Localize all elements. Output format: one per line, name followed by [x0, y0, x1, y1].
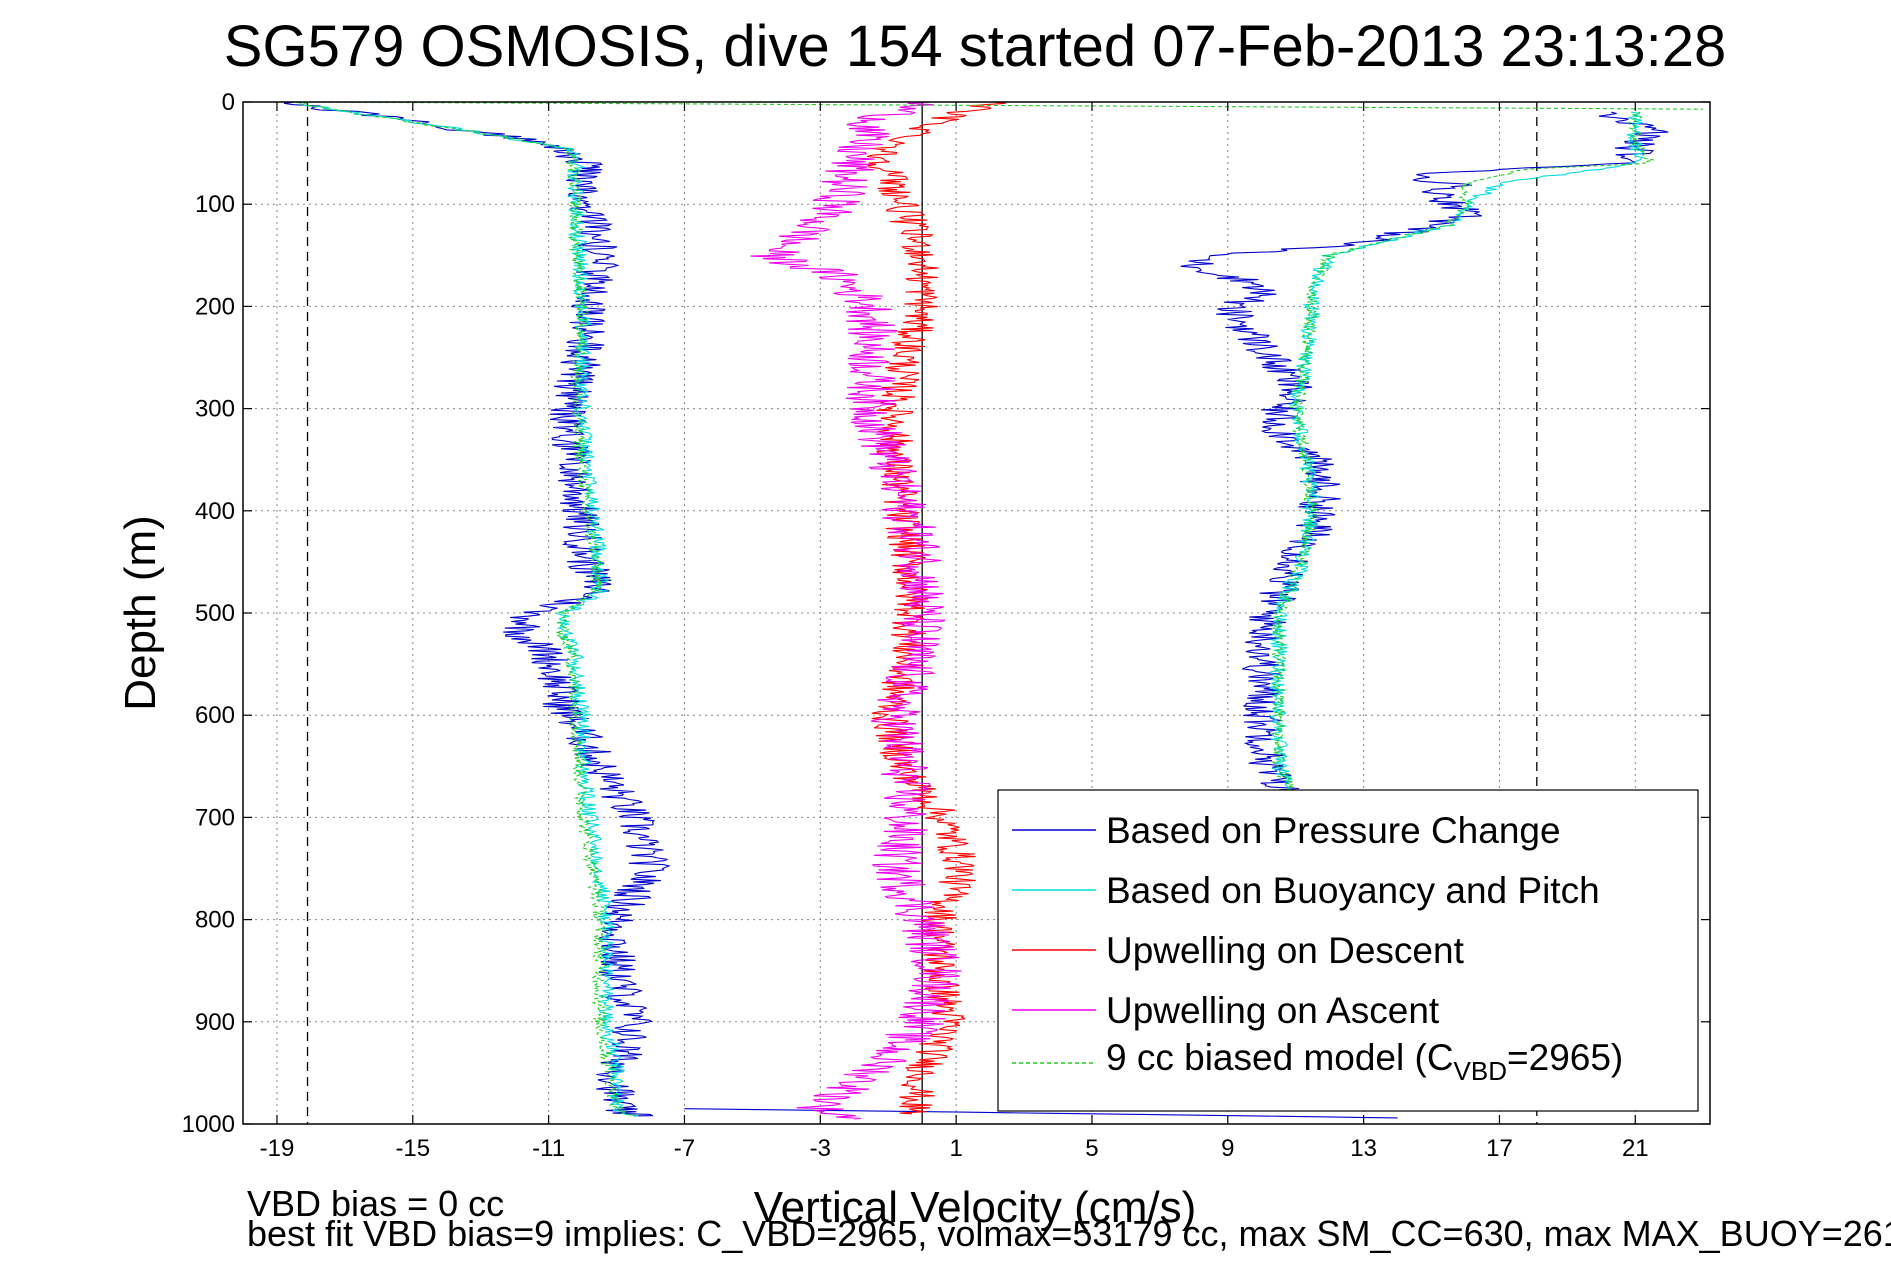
y-tick-label: 0 — [222, 89, 235, 116]
grid — [243, 101, 1710, 1125]
legend: Based on Pressure Change Based on Buoyanc… — [997, 789, 1699, 1112]
y-axis-label: Depth (m) — [116, 515, 165, 711]
series-line-1 — [297, 101, 639, 1117]
x-axis-ticks: -19 -15 -11 -7 -3 1 5 9 13 17 21 — [260, 102, 1649, 1162]
legend-box — [997, 789, 1699, 1112]
vbd-bias-note: VBD bias = 0 cc — [247, 1183, 504, 1224]
y-tick-label: 600 — [195, 702, 235, 729]
legend-label: Upwelling on Ascent — [1106, 990, 1440, 1031]
series-line-1 — [1268, 111, 1645, 798]
x-tick-label: 17 — [1486, 1135, 1513, 1162]
x-tick-label: 9 — [1221, 1135, 1234, 1162]
y-tick-label: 400 — [195, 498, 235, 525]
x-tick-label: -15 — [395, 1135, 430, 1162]
legend-label: Based on Buoyancy and Pitch — [1106, 870, 1600, 911]
y-tick-label: 500 — [195, 600, 235, 627]
x-tick-label: -11 — [532, 1135, 565, 1162]
series-line-0 — [684, 1108, 1398, 1119]
series-line-3 — [750, 101, 962, 1120]
x-tick-label: 13 — [1350, 1135, 1377, 1162]
x-tick-label: 1 — [949, 1135, 962, 1162]
y-tick-label: 900 — [195, 1009, 235, 1036]
series-line-4 — [289, 101, 636, 1117]
series-line-0 — [1180, 111, 1669, 798]
y-tick-label: 300 — [195, 396, 235, 423]
y-tick-label: 800 — [195, 907, 235, 934]
best-fit-note: best fit VBD bias=9 implies: C_VBD=2965,… — [247, 1213, 1891, 1254]
legend-label: Upwelling on Descent — [1106, 930, 1465, 971]
y-tick-label: 700 — [195, 804, 235, 831]
chart-title: SG579 OSMOSIS, dive 154 started 07-Feb-2… — [224, 14, 1726, 79]
x-tick-label: -7 — [674, 1135, 695, 1162]
y-tick-label: 1000 — [182, 1111, 235, 1138]
legend-label: Based on Pressure Change — [1106, 810, 1561, 851]
series-line-4 — [1270, 111, 1655, 798]
y-tick-label: 100 — [195, 191, 235, 218]
x-tick-label: 5 — [1085, 1135, 1098, 1162]
x-axis-label: Vertical Velocity (cm/s) — [754, 1183, 1197, 1232]
x-tick-label: -3 — [810, 1135, 831, 1162]
x-tick-label: -19 — [260, 1135, 295, 1162]
x-tick-label: 21 — [1622, 1135, 1649, 1162]
legend-label: 9 cc biased model (CVBD=2965) — [1106, 1037, 1623, 1086]
y-tick-label: 200 — [195, 293, 235, 320]
series-lines — [283, 101, 1704, 1120]
y-axis-ticks: 0 100 200 300 400 500 600 700 800 900 1000 — [182, 89, 1710, 1138]
